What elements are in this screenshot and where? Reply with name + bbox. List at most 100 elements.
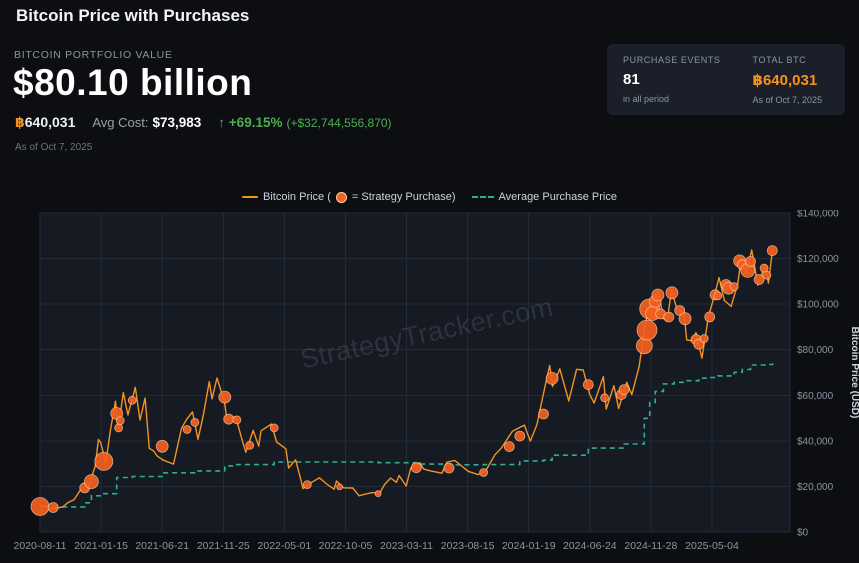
average-purchase-price-line [53, 363, 774, 508]
purchase-marker[interactable] [479, 468, 489, 477]
summary-card: PURCHASE EVENTS 81 in all period TOTAL B… [607, 44, 845, 115]
portfolio-section-label: BITCOIN PORTFOLIO VALUE [14, 49, 173, 61]
purchase-marker[interactable] [713, 291, 723, 301]
total-btc-label: TOTAL BTC [752, 55, 807, 65]
price-chart[interactable]: $0 $20,000 $40,000 $60,000 $80,000 $100,000 $1… [0, 209, 859, 558]
purchase-marker[interactable] [635, 337, 653, 355]
change-stat: ↑ +69.15% (+$32,744,556,870) [218, 114, 391, 132]
svg-text:2024-06-24: 2024-06-24 [563, 540, 617, 552]
svg-text:2021-01-15: 2021-01-15 [74, 540, 128, 552]
purchase-marker[interactable] [582, 379, 594, 391]
purchase-marker[interactable] [410, 462, 422, 474]
avg-cost-value: $73,983 [152, 115, 202, 130]
purchase-events-value: 81 [623, 71, 640, 88]
purchase-dot-icon [335, 191, 347, 203]
purchase-marker[interactable] [538, 408, 549, 420]
purchase-marker[interactable] [190, 417, 200, 427]
purchase-marker[interactable] [753, 274, 765, 285]
purchase-marker[interactable] [182, 425, 192, 434]
chart-area: $0 $20,000 $40,000 $60,000 $80,000 $100,000 $1… [0, 209, 859, 558]
purchase-marker[interactable] [115, 416, 125, 426]
purchase-marker[interactable] [545, 371, 559, 385]
change-percent: ↑ +69.15% [218, 115, 283, 130]
purchase-marker[interactable] [600, 393, 609, 403]
svg-text:$20,000: $20,000 [797, 482, 834, 493]
svg-text:$100,000: $100,000 [797, 300, 839, 311]
legend-avg-label: Average Purchase Price [498, 191, 617, 203]
purchase-marker[interactable] [636, 319, 658, 341]
legend-purchase-label: = Strategy Purchase) [351, 191, 456, 203]
purchase-marker[interactable] [618, 384, 630, 396]
total-btc-value: ฿640,031 [752, 72, 818, 89]
purchase-marker[interactable] [704, 311, 716, 323]
purchase-marker[interactable] [155, 439, 169, 453]
chart-legend: Bitcoin Price ( = Strategy Purchase) Ave… [0, 191, 859, 203]
btc-holdings-value: 640,031 [24, 114, 76, 130]
purchase-marker[interactable] [30, 497, 50, 516]
total-btc-sub: As of Oct 7, 2025 [752, 95, 823, 105]
plot-background [39, 212, 791, 533]
avg-line-swatch-icon [471, 196, 494, 198]
avg-cost-label: Avg Cost: [92, 115, 149, 130]
svg-text:$140,000: $140,000 [797, 210, 839, 220]
purchase-marker[interactable] [766, 245, 778, 256]
purchase-events-sub: in all period [623, 94, 670, 104]
price-line-swatch-icon [242, 196, 259, 198]
purchase-events-stat: PURCHASE EVENTS 81 in all period [623, 55, 721, 105]
purchase-marker[interactable] [651, 288, 665, 302]
purchase-marker[interactable] [84, 474, 99, 490]
svg-text:2021-06-21: 2021-06-21 [135, 540, 189, 552]
purchase-marker[interactable] [94, 451, 114, 471]
svg-text:$120,000: $120,000 [797, 254, 839, 265]
purchase-marker[interactable] [218, 390, 232, 404]
purchase-marker[interactable] [503, 441, 515, 453]
as-of-date: As of Oct 7, 2025 [15, 142, 93, 153]
svg-text:2021-11-25: 2021-11-25 [197, 540, 250, 552]
svg-text:2022-10-05: 2022-10-05 [319, 540, 373, 552]
avg-cost: Avg Cost: $73,983 [92, 114, 201, 132]
purchase-marker[interactable] [762, 270, 772, 280]
svg-text:$0: $0 [797, 528, 809, 539]
purchase-marker[interactable] [232, 415, 242, 425]
purchase-marker[interactable] [127, 395, 137, 405]
purchase-marker[interactable] [745, 256, 756, 267]
btc-holdings: ฿640,031 [15, 114, 75, 132]
x-axis-labels: 2020-08-11 2021-01-15 2021-06-21 2021-11-25… [14, 540, 739, 552]
purchase-marker[interactable] [47, 502, 59, 513]
purchase-marker[interactable] [374, 490, 382, 498]
purchase-marker[interactable] [443, 462, 455, 474]
portfolio-value: $80.10 billion [13, 62, 253, 103]
purchase-marker[interactable] [514, 430, 526, 442]
total-btc-stat: TOTAL BTC ฿640,031 As of Oct 7, 2025 [753, 55, 823, 105]
svg-text:2023-08-15: 2023-08-15 [441, 540, 495, 552]
purchase-marker[interactable] [699, 334, 709, 343]
change-absolute: (+$32,744,556,870) [286, 116, 392, 130]
svg-text:2025-05-04: 2025-05-04 [685, 540, 739, 552]
bitcoin-symbol-icon: ฿ [15, 114, 25, 130]
page-title: Bitcoin Price with Purchases [16, 6, 250, 25]
svg-text:2024-01-19: 2024-01-19 [502, 540, 556, 552]
legend-bitcoin-price[interactable]: Bitcoin Price ( = Strategy Purchase) [242, 191, 456, 203]
y-axis-labels: $0 $20,000 $40,000 $60,000 $80,000 $100,000 $1… [797, 209, 839, 539]
purchase-marker[interactable] [245, 440, 255, 450]
y-axis-title: Bitcoin Price (USD) [849, 327, 859, 419]
purchase-marker[interactable] [114, 423, 123, 433]
svg-text:2024-11-28: 2024-11-28 [624, 540, 677, 552]
svg-text:2023-03-11: 2023-03-11 [380, 540, 433, 552]
purchase-marker[interactable] [729, 282, 739, 291]
purchase-marker[interactable] [678, 312, 692, 326]
legend-average-price[interactable]: Average Purchase Price [471, 191, 617, 203]
purchase-marker[interactable] [336, 483, 344, 491]
svg-text:$60,000: $60,000 [797, 391, 834, 402]
purchase-marker[interactable] [302, 480, 312, 490]
purchase-marker[interactable] [223, 413, 235, 425]
purchase-marker[interactable] [269, 423, 279, 433]
purchase-events-label: PURCHASE EVENTS [623, 55, 721, 65]
grid-lines [39, 212, 790, 533]
purchase-marker[interactable] [663, 311, 675, 323]
legend-price-label: Bitcoin Price ( [263, 191, 331, 203]
purchase-marker[interactable] [665, 286, 679, 300]
svg-text:2020-08-11: 2020-08-11 [14, 540, 67, 552]
svg-text:$80,000: $80,000 [797, 345, 834, 356]
svg-text:$40,000: $40,000 [797, 436, 834, 447]
